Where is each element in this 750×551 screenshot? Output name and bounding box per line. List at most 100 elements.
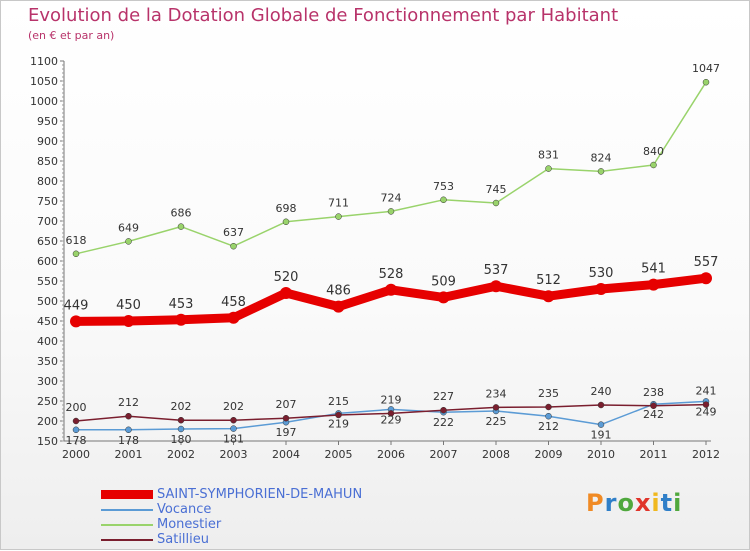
data-label: 191	[591, 429, 612, 442]
data-point	[175, 313, 187, 326]
y-tick-label: 800	[37, 175, 58, 188]
logo-letter: P	[586, 489, 605, 517]
y-tick-label: 850	[37, 155, 58, 168]
data-point	[335, 213, 342, 220]
y-tick-label: 550	[37, 275, 58, 288]
data-label: 745	[486, 183, 507, 196]
data-point	[125, 426, 132, 434]
legend-label: Monestier	[157, 517, 222, 532]
data-label: 197	[276, 426, 297, 439]
data-point	[440, 196, 447, 204]
legend-item: Vocance	[101, 502, 421, 517]
data-label: 618	[66, 234, 87, 247]
y-tick-label: 600	[37, 255, 58, 268]
data-point	[700, 272, 712, 285]
logo-letter: o	[617, 489, 635, 517]
data-point	[492, 404, 500, 411]
data-label: 202	[223, 400, 244, 413]
data-label: 486	[326, 284, 351, 299]
data-label: 212	[118, 396, 139, 409]
data-point	[650, 161, 657, 169]
y-tick-label: 350	[37, 355, 58, 368]
data-point	[125, 412, 132, 420]
data-point	[72, 417, 80, 425]
data-label: 637	[223, 226, 244, 239]
legend-label: SAINT-SYMPHORIEN-DE-MAHUN	[157, 487, 363, 502]
data-label: 178	[118, 434, 139, 447]
data-label: 215	[328, 395, 349, 408]
y-tick-label: 200	[37, 415, 58, 428]
legend-swatch	[101, 524, 153, 526]
y-tick-label: 950	[37, 115, 58, 128]
legend-item: SAINT-SYMPHORIEN-DE-MAHUN	[101, 487, 421, 502]
data-point	[387, 410, 395, 417]
data-label: 249	[696, 405, 717, 418]
data-label: 753	[433, 180, 454, 193]
legend-swatch	[101, 490, 153, 499]
data-label: 229	[381, 413, 402, 426]
y-tick-label: 450	[37, 315, 58, 328]
data-label: 202	[171, 400, 192, 413]
x-tick-label: 2008	[482, 448, 510, 461]
data-point	[597, 421, 605, 428]
data-point	[177, 223, 185, 230]
x-tick-label: 2012	[692, 448, 720, 461]
y-tick-label: 150	[37, 435, 58, 448]
logo-letter: r	[604, 489, 618, 517]
data-label: 557	[694, 255, 719, 270]
data-point	[490, 280, 502, 293]
y-tick-label: 1050	[30, 75, 58, 88]
data-label: 458	[221, 295, 246, 310]
data-point	[650, 402, 657, 410]
data-label: 711	[328, 197, 349, 210]
data-label: 686	[171, 207, 192, 220]
data-label: 530	[589, 266, 614, 281]
data-point	[230, 416, 237, 424]
data-label: 520	[274, 270, 299, 285]
data-label: 207	[276, 398, 297, 411]
data-label: 824	[591, 151, 612, 164]
y-tick-label: 500	[37, 295, 58, 308]
data-point	[597, 401, 605, 409]
data-label: 1047	[692, 62, 720, 75]
data-point	[332, 300, 345, 313]
logo-letter: i	[651, 489, 661, 517]
data-label: 831	[538, 149, 559, 162]
y-tick-label: 1100	[30, 55, 58, 68]
data-label: 528	[379, 267, 404, 282]
data-point	[177, 416, 185, 424]
legend-item: Satillieu	[101, 532, 421, 547]
x-tick-label: 2004	[272, 448, 300, 461]
data-point	[72, 250, 80, 258]
data-label: 724	[381, 191, 402, 204]
data-label: 238	[643, 386, 664, 399]
x-tick-label: 2007	[430, 448, 458, 461]
logo-letter: i	[673, 489, 683, 517]
data-point	[597, 168, 605, 175]
data-label: 512	[536, 273, 561, 288]
data-label: 219	[381, 393, 402, 406]
data-label: 509	[431, 274, 456, 289]
data-point	[282, 414, 290, 422]
data-point	[387, 208, 395, 215]
x-tick-label: 2011	[640, 448, 668, 461]
data-point	[702, 401, 710, 408]
x-tick-label: 2010	[587, 448, 615, 461]
legend-label: Satillieu	[157, 532, 209, 547]
data-label: 227	[433, 390, 454, 403]
data-label: 235	[538, 387, 559, 400]
data-point	[122, 315, 135, 327]
data-label: 178	[66, 434, 87, 447]
data-label: 240	[591, 385, 612, 398]
y-tick-label: 700	[37, 215, 58, 228]
logo-letter: t	[660, 489, 674, 517]
data-label: 449	[64, 298, 89, 313]
data-point	[72, 426, 80, 434]
chart-title: Evolution de la Dotation Globale de Fonc…	[28, 5, 619, 26]
legend-swatch	[101, 539, 153, 541]
data-label: 649	[118, 221, 139, 234]
data-point	[70, 315, 82, 328]
data-point	[385, 283, 397, 296]
